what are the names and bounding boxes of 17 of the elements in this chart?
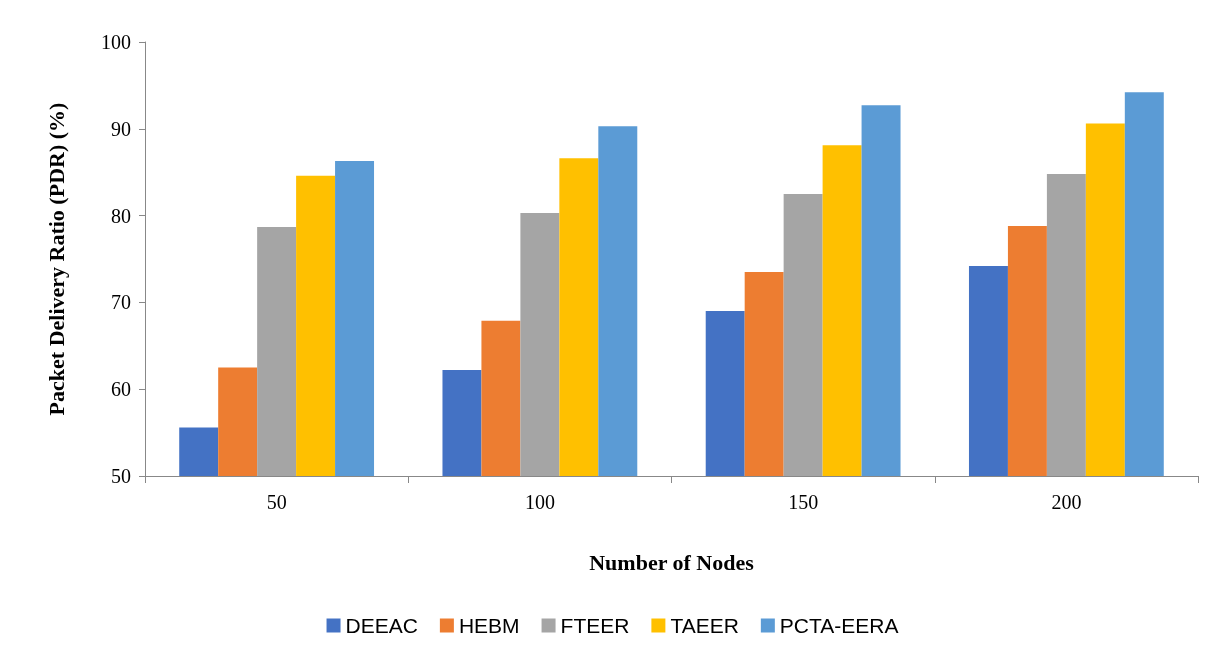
x-tick-label: 200 [1051,491,1082,513]
y-tick-label: 50 [111,465,131,487]
x-tick-label: 50 [266,491,287,513]
legend-label: PCTA-EERA [779,614,899,637]
y-tick-label: 70 [111,291,131,314]
y-tick-label: 60 [111,378,131,401]
y-tick-label: 80 [111,204,131,227]
y-tick-label: 100 [101,31,131,53]
x-tick-label: 150 [788,491,819,513]
x-tick-label: 100 [524,491,555,513]
legend-label: DEEAC [345,614,418,637]
y-tick-label: 90 [111,117,131,140]
y-axis-title: Packet Delivery Ratio (PDR) (%) [43,102,69,416]
legend-label: TAEER [670,614,739,637]
x-axis-title: Number of Nodes [589,549,755,575]
legend-label: FTEER [560,614,630,637]
legend-label: HEBM [458,614,520,637]
